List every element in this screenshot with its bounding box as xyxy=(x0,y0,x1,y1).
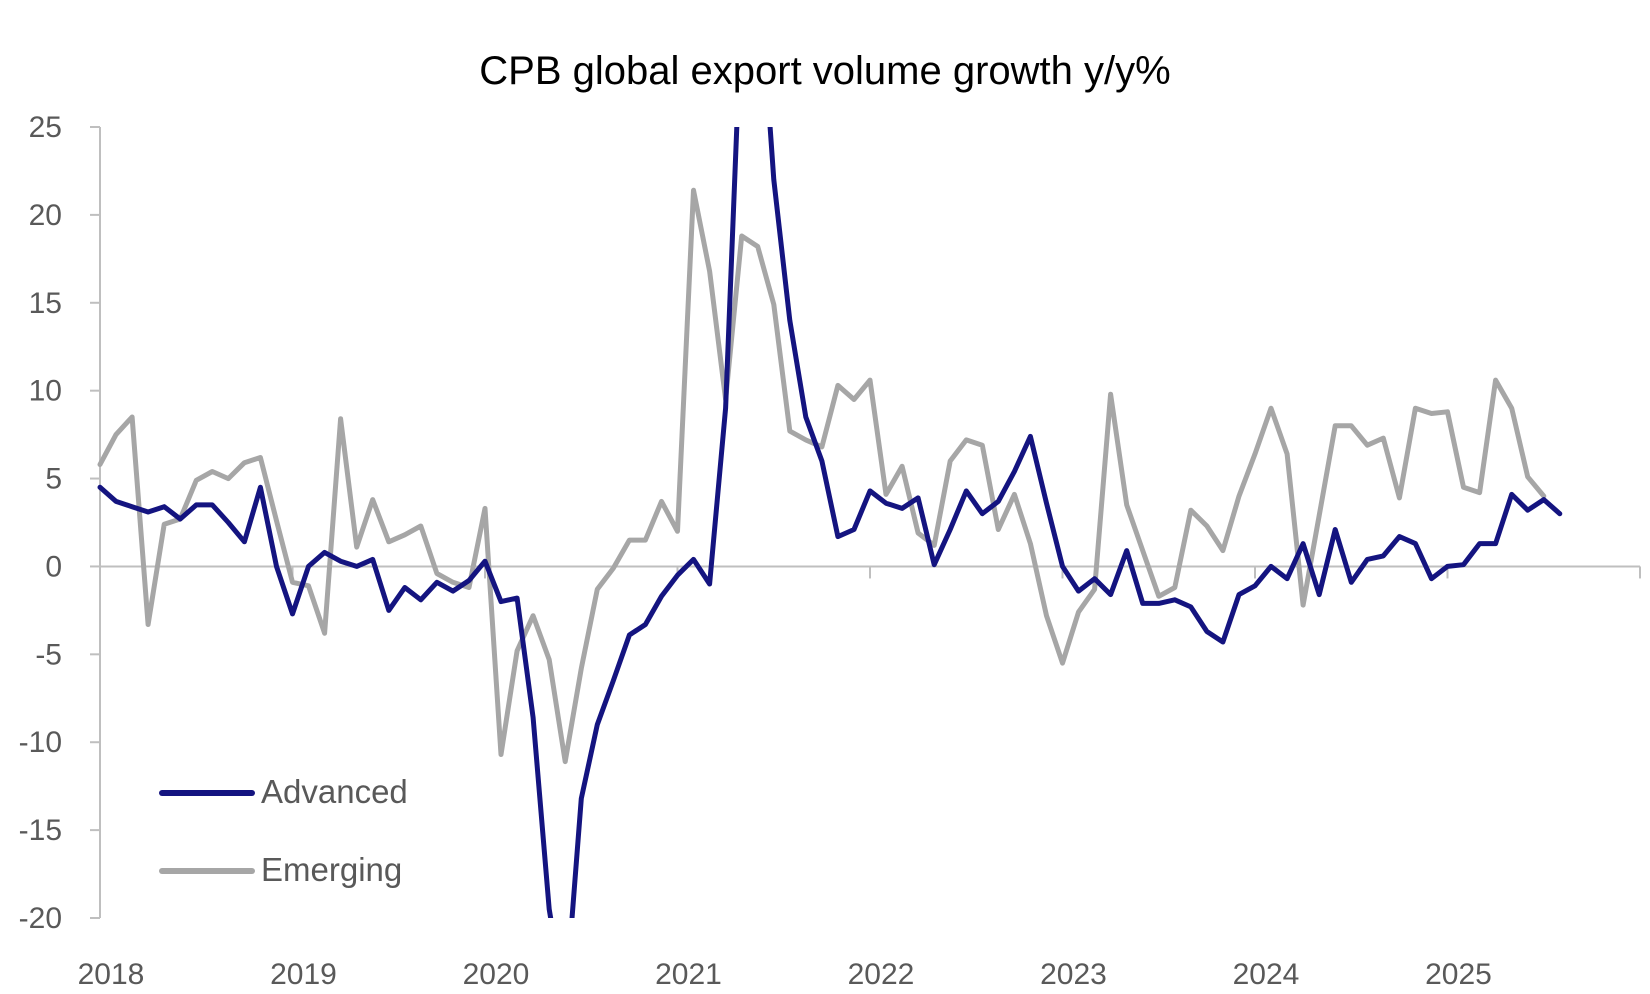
y-tick-label: 0 xyxy=(45,550,62,583)
y-tick-label: 15 xyxy=(29,287,62,320)
y-tick-label: -20 xyxy=(19,902,62,935)
x-tick-label: 2020 xyxy=(463,958,530,989)
x-tick-label: 2023 xyxy=(1040,958,1107,989)
legend-label-advanced: Advanced xyxy=(261,773,408,810)
series-line-advanced xyxy=(97,127,1563,918)
y-tick-label: 20 xyxy=(29,199,62,232)
x-tick-label: 2022 xyxy=(848,958,915,989)
y-tick-label: -5 xyxy=(35,638,62,671)
series-line-emerging xyxy=(97,187,1547,765)
axes: 25 20 15 10 5 0 -5 -10 -15 -20 2018 2019 2020 2021 202… xyxy=(19,111,1641,991)
x-tick-label: 2025 xyxy=(1425,958,1492,989)
x-tick-label: 2021 xyxy=(655,958,722,989)
legend: Advanced Emerging xyxy=(159,773,408,888)
y-tick-label: 5 xyxy=(45,463,62,496)
y-tick-label: 10 xyxy=(29,375,62,408)
y-tick-label: -10 xyxy=(19,726,62,759)
x-tick-label: 2018 xyxy=(78,958,145,989)
y-tick-label: -15 xyxy=(19,814,62,847)
chart-title: CPB global export volume growth y/y% xyxy=(479,49,1170,93)
x-tick-label: 2019 xyxy=(270,958,337,989)
x-tick-label: 2024 xyxy=(1233,958,1300,989)
series-group xyxy=(97,127,1563,918)
y-tick-label: 25 xyxy=(29,111,62,144)
legend-label-emerging: Emerging xyxy=(261,851,402,888)
